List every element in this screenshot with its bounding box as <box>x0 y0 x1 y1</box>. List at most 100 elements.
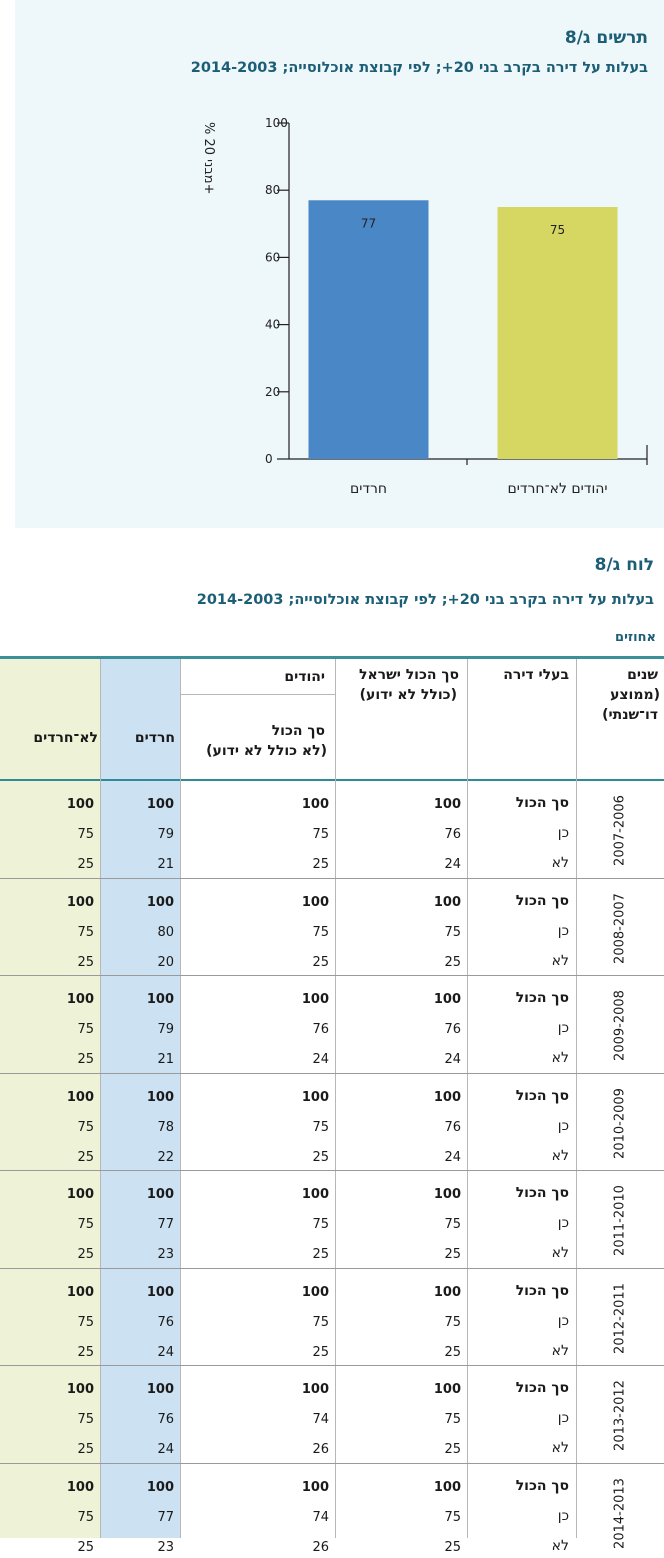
table-cell: 25 <box>77 1052 94 1067</box>
table-cell: 20 <box>157 954 174 970</box>
table-cell: 25 <box>77 1539 94 1555</box>
table-cell: 100 <box>66 1284 94 1300</box>
table-cell: 100 <box>301 894 329 910</box>
row-label: לא <box>551 1440 569 1456</box>
group-divider <box>0 975 664 976</box>
row-label: סך הכול <box>515 1380 569 1396</box>
table-cell: 75 <box>77 1119 94 1135</box>
table-cell: 25 <box>77 1247 94 1262</box>
table-cell: 25 <box>444 1442 461 1457</box>
bar-value-label: 77 <box>361 216 376 230</box>
table-cell: 75 <box>312 827 329 842</box>
table-cell: 24 <box>312 1052 329 1067</box>
y-tick-label: 20 <box>265 385 280 399</box>
table-cell: 100 <box>433 992 461 1007</box>
jews-group-rule <box>180 694 335 695</box>
chart-title: תרשים ג/8 <box>564 28 648 48</box>
table-cell: 100 <box>433 797 461 812</box>
row-label: כן <box>557 1020 569 1036</box>
table-cell: 25 <box>77 1344 94 1360</box>
table-unit: אחוזים <box>615 630 656 645</box>
table-cell: 75 <box>444 1314 461 1330</box>
row-label: סך הכול <box>515 1185 569 1201</box>
table-top-rule <box>0 656 664 659</box>
table-cell: 26 <box>312 1539 329 1555</box>
column-divider <box>335 659 336 1538</box>
table-cell: 24 <box>444 857 461 872</box>
chart-panel: תרשים ג/8 בעלות על דירה בקרב בני 20+; לפ… <box>15 0 664 528</box>
header-total-2: (כולל לא ידוע) <box>359 687 457 703</box>
row-label: לא <box>551 1342 569 1359</box>
table-cell: 100 <box>146 1089 174 1105</box>
table-cell: 100 <box>66 1089 94 1105</box>
bar-chart: 0 20 40 60 80 100 % מבני 20+ 77 חרדים 75 יהודים לא… <box>201 116 648 497</box>
row-label: כן <box>557 922 569 939</box>
table-cell: 77 <box>157 1217 174 1232</box>
table-cell: 77 <box>157 1509 174 1525</box>
year-range-label: 2013-2012 <box>612 1380 628 1451</box>
header-jews-total-1: סך הכול <box>271 723 325 739</box>
group-divider <box>0 1170 664 1171</box>
header-haredim: חרדים <box>134 730 175 746</box>
table-cell: 25 <box>312 1149 329 1165</box>
header-years-1: שנים <box>627 667 658 683</box>
y-tick-label: 0 <box>265 452 273 466</box>
row-label: לא <box>551 1050 569 1066</box>
table-cell: 74 <box>312 1509 329 1525</box>
table-cell: 100 <box>146 797 174 812</box>
table-cell: 100 <box>146 1187 174 1202</box>
row-label: סך הכול <box>515 1087 569 1104</box>
header-jews: יהודים <box>284 669 325 685</box>
group-divider <box>0 1072 664 1074</box>
table-cell: 100 <box>301 992 329 1007</box>
column-divider <box>576 659 577 1538</box>
table-cell: 75 <box>77 827 94 842</box>
table-cell: 75 <box>312 924 329 940</box>
year-range-label: 2007-2006 <box>612 795 628 866</box>
table-title: לוח ג/8 <box>594 555 654 575</box>
table-cell: 23 <box>157 1539 174 1555</box>
table-cell: 100 <box>433 1089 461 1105</box>
table-cell: 74 <box>312 1412 329 1427</box>
table-cell: 76 <box>444 1119 461 1135</box>
year-range-label: 2012-2011 <box>612 1282 628 1354</box>
row-label: סך הכול <box>515 1477 569 1494</box>
group-divider <box>0 1365 664 1366</box>
table-cell: 76 <box>312 1022 329 1037</box>
table-cell: 100 <box>433 1187 461 1202</box>
table-cell: 75 <box>77 1509 94 1525</box>
table-cell: 79 <box>157 827 174 842</box>
table-cell: 100 <box>301 1479 329 1495</box>
table-cell: 76 <box>444 1022 461 1037</box>
table-cell: 75 <box>312 1119 329 1135</box>
table-cell: 100 <box>301 1284 329 1300</box>
table-cell: 75 <box>77 1412 94 1427</box>
table-cell: 24 <box>157 1442 174 1457</box>
table-cell: 100 <box>66 797 94 812</box>
row-label: כן <box>557 1410 569 1426</box>
column-divider <box>467 659 468 1538</box>
table-cell: 26 <box>312 1442 329 1457</box>
header-total-1: סך הכול ישראל <box>358 667 459 683</box>
table-cell: 25 <box>444 954 461 970</box>
data-table: שנים (ממוצע דו־שנתי) בעלי דירה סך הכול י… <box>0 656 664 1555</box>
table-cell: 24 <box>444 1149 461 1165</box>
table-cell: 23 <box>157 1247 174 1262</box>
row-label: סך הכול <box>515 795 569 811</box>
row-label: כן <box>557 1312 569 1329</box>
x-category-label: יהודים לא־חרדים <box>507 481 607 497</box>
group-divider <box>0 1267 664 1269</box>
table-cell: 100 <box>146 1284 174 1300</box>
table-cell: 25 <box>444 1247 461 1262</box>
table-cell: 100 <box>301 1089 329 1105</box>
bar-1 <box>308 200 429 459</box>
row-label: לא <box>551 952 569 969</box>
table-cell: 25 <box>444 1344 461 1360</box>
table-cell: 100 <box>66 894 94 910</box>
y-tick-label: 100 <box>265 116 288 130</box>
table-cell: 22 <box>157 1149 174 1165</box>
year-range-label: 2010-2009 <box>612 1087 628 1159</box>
table-cell: 100 <box>146 1382 174 1397</box>
haredim-column-bg <box>100 659 180 1538</box>
row-label: כן <box>557 1507 569 1524</box>
